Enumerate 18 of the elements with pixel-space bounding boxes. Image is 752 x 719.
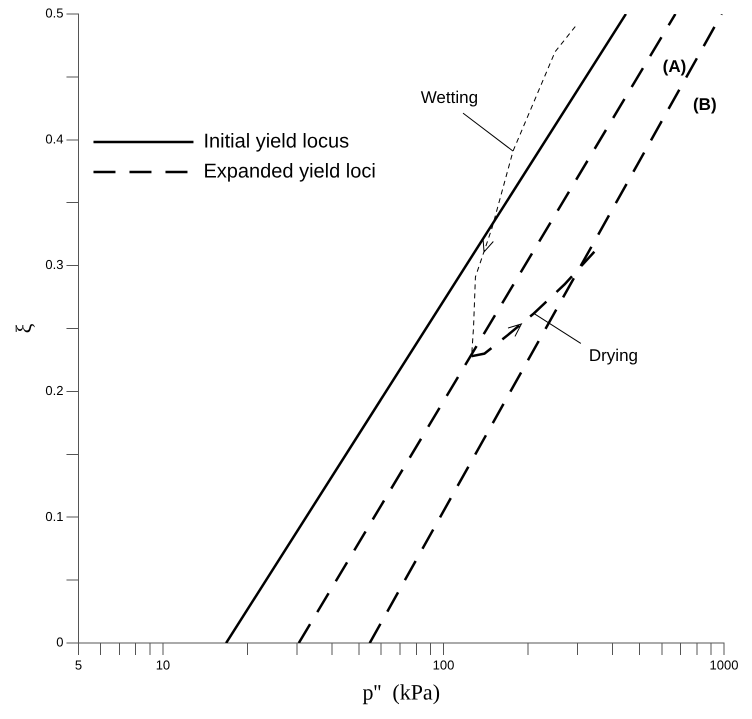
legend-label: Expanded yield loci	[203, 160, 376, 183]
y-tick-label: 0.2	[45, 382, 64, 398]
x-tick-label: 5	[74, 657, 82, 672]
y-tick-label: 0.4	[45, 131, 64, 146]
x-tick-label: 1000	[710, 657, 738, 672]
x-tick-label: 100	[432, 657, 454, 672]
x-tick-label: 10	[156, 657, 170, 672]
annotation: Drying	[588, 346, 638, 366]
annotation: (B)	[693, 94, 717, 114]
x-axis-title: p'' (kPa)	[362, 680, 440, 705]
annotation: (A)	[662, 57, 686, 76]
legend-label: Initial yield locus	[203, 130, 350, 153]
y-tick-label: 0.3	[45, 257, 64, 272]
y-tick-label: 0.1	[45, 508, 64, 524]
y-axis-title: ξ	[10, 323, 36, 334]
y-tick-label: 0.5	[45, 6, 64, 21]
annotation: Wetting	[420, 88, 478, 107]
y-tick-label: 0	[56, 634, 64, 650]
